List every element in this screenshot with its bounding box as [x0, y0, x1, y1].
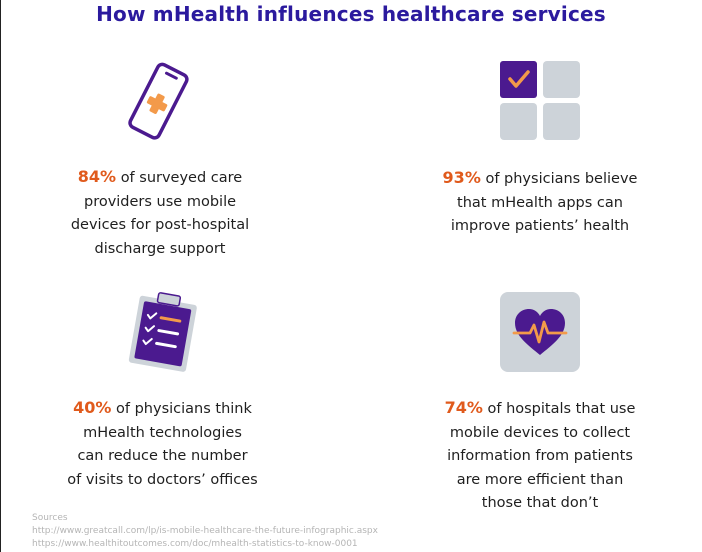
clipboard-checklist-icon [128, 292, 197, 372]
heart-pulse-icon [500, 292, 580, 372]
stat-percent: 84% [77, 167, 117, 186]
stat-text-line: of surveyed care [120, 170, 243, 186]
stat-text-line: discharge support [94, 240, 226, 257]
stat-text-line: of visits to doctors’ offices [67, 471, 258, 488]
stat-text-line: that mHealth apps can [457, 194, 623, 211]
stat-text-line: information from patients [447, 448, 633, 464]
stat-text-line: mobile devices to collect [449, 424, 631, 441]
stat-block-physicians-believe: 93% of physicians believe that mHealth a… [410, 166, 670, 239]
stat-percent: 74% [444, 398, 483, 417]
stat-text-line: can reduce the number [77, 448, 248, 464]
stat-text-line: of physicians think [116, 401, 252, 417]
smartphone-medical-icon [128, 62, 189, 140]
page-title: How mHealth influences healthcare servic… [96, 2, 606, 26]
stat-text-line: of physicians believe [485, 171, 638, 187]
source-link[interactable]: https://www.healthitoutcomes.com/doc/mhe… [32, 539, 358, 549]
stat-block-reduce-visits: 40% of physicians think mHealth technolo… [40, 396, 285, 492]
checkbox-grid-icon [500, 61, 580, 140]
stat-text-line: improve patients’ health [450, 218, 630, 234]
sources: Sources http://www.greatcall.com/lp/is-m… [32, 512, 378, 551]
stat-text-line: those that don’t [481, 495, 599, 511]
stat-text-line: devices for post-hospital [70, 217, 250, 233]
stat-text-line: mHealth technologies [83, 424, 242, 441]
left-border-line [0, 0, 1, 552]
source-link[interactable]: http://www.greatcall.com/lp/is-mobile-he… [32, 526, 378, 536]
stat-percent: 40% [73, 398, 112, 417]
stat-text-line: of hospitals that use [487, 401, 636, 417]
stat-text-line: are more efficient than [456, 471, 624, 488]
stat-block-post-hospital: 84% of surveyed care providers use mobil… [40, 165, 280, 261]
sources-label: Sources [32, 513, 68, 523]
stat-block-hospitals-efficient: 74% of hospitals that use mobile devices… [410, 396, 670, 516]
stat-text-line: providers use mobile [83, 193, 237, 210]
stat-percent: 93% [442, 168, 481, 187]
